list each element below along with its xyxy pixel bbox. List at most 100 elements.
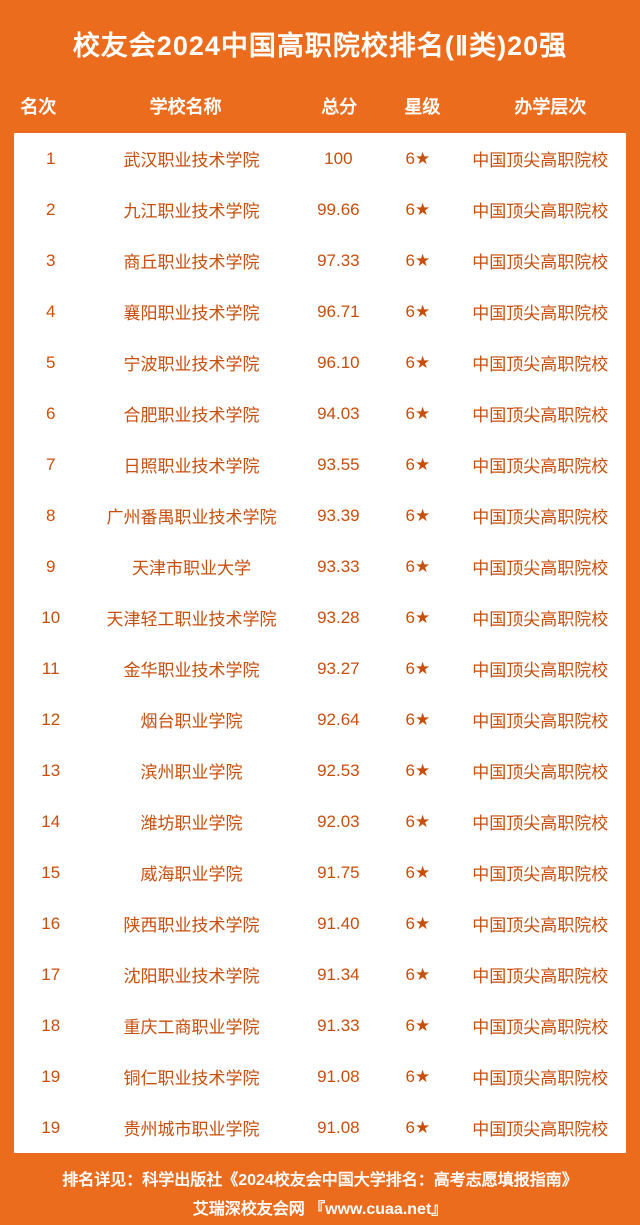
cell-level: 中国顶尖高职院校	[455, 962, 626, 987]
cell-star: 6★	[381, 914, 454, 934]
cell-level: 中国顶尖高职院校	[455, 605, 626, 630]
cell-rank: 8	[14, 506, 87, 526]
cell-name: 日照职业技术学院	[87, 452, 295, 477]
table-row: 10天津轻工职业技术学院93.286★中国顶尖高职院校	[14, 592, 626, 643]
cell-score: 91.40	[296, 914, 382, 934]
cell-star: 6★	[381, 353, 454, 373]
cell-rank: 19	[14, 1118, 87, 1138]
table-row: 13滨州职业学院92.536★中国顶尖高职院校	[14, 745, 626, 796]
table-row: 7日照职业技术学院93.556★中国顶尖高职院校	[14, 439, 626, 490]
cell-rank: 2	[14, 200, 87, 220]
cell-level: 中国顶尖高职院校	[455, 503, 626, 528]
table-row: 17沈阳职业技术学院91.346★中国顶尖高职院校	[14, 949, 626, 1000]
cell-rank: 13	[14, 761, 87, 781]
cell-rank: 11	[14, 659, 87, 679]
cell-score: 92.03	[296, 812, 382, 832]
cell-score: 99.66	[296, 200, 382, 220]
page-title: 校友会2024中国高职院校排名(Ⅱ类)20强	[0, 0, 640, 83]
cell-rank: 4	[14, 302, 87, 322]
table-body: 1武汉职业技术学院1006★中国顶尖高职院校2九江职业技术学院99.666★中国…	[14, 133, 626, 1153]
cell-rank: 5	[14, 353, 87, 373]
table-row: 11金华职业技术学院93.276★中国顶尖高职院校	[14, 643, 626, 694]
cell-level: 中国顶尖高职院校	[455, 860, 626, 885]
table-body-wrap: 1武汉职业技术学院1006★中国顶尖高职院校2九江职业技术学院99.666★中国…	[14, 133, 626, 1153]
cell-name: 合肥职业技术学院	[87, 401, 295, 426]
cell-score: 96.71	[296, 302, 382, 322]
cell-level: 中国顶尖高职院校	[455, 1064, 626, 1089]
cell-level: 中国顶尖高职院校	[455, 452, 626, 477]
footer-line1: 排名详见：科学出版社《2024校友会中国大学排名：高考志愿填报指南》	[10, 1167, 630, 1196]
cell-name: 贵州城市职业学院	[87, 1115, 295, 1140]
cell-level: 中国顶尖高职院校	[455, 911, 626, 936]
table-row: 9天津市职业大学93.336★中国顶尖高职院校	[14, 541, 626, 592]
col-header-score: 总分	[294, 93, 384, 119]
cell-name: 商丘职业技术学院	[87, 248, 295, 273]
cell-star: 6★	[381, 1016, 454, 1036]
cell-name: 重庆工商职业学院	[87, 1013, 295, 1038]
table-row: 15威海职业学院91.756★中国顶尖高职院校	[14, 847, 626, 898]
table-row: 18重庆工商职业学院91.336★中国顶尖高职院校	[14, 1000, 626, 1051]
table-row: 8广州番禺职业技术学院93.396★中国顶尖高职院校	[14, 490, 626, 541]
cell-name: 武汉职业技术学院	[87, 146, 295, 171]
cell-star: 6★	[381, 149, 454, 169]
cell-star: 6★	[381, 761, 454, 781]
table-row: 19铜仁职业技术学院91.086★中国顶尖高职院校	[14, 1051, 626, 1102]
cell-name: 潍坊职业学院	[87, 809, 295, 834]
cell-score: 92.64	[296, 710, 382, 730]
cell-level: 中国顶尖高职院校	[455, 299, 626, 324]
col-header-star: 星级	[384, 93, 461, 119]
cell-name: 铜仁职业技术学院	[87, 1064, 295, 1089]
table-header: 名次 学校名称 总分 星级 办学层次	[0, 83, 640, 133]
cell-star: 6★	[381, 1118, 454, 1138]
cell-rank: 16	[14, 914, 87, 934]
cell-score: 91.08	[296, 1067, 382, 1087]
cell-name: 宁波职业技术学院	[87, 350, 295, 375]
cell-level: 中国顶尖高职院校	[455, 1115, 626, 1140]
cell-level: 中国顶尖高职院校	[455, 401, 626, 426]
cell-score: 93.39	[296, 506, 382, 526]
cell-star: 6★	[381, 455, 454, 475]
col-header-rank: 名次	[0, 93, 77, 119]
cell-rank: 3	[14, 251, 87, 271]
cell-score: 94.03	[296, 404, 382, 424]
cell-star: 6★	[381, 506, 454, 526]
cell-name: 九江职业技术学院	[87, 197, 295, 222]
cell-star: 6★	[381, 557, 454, 577]
col-header-level: 办学层次	[461, 93, 640, 119]
cell-rank: 10	[14, 608, 87, 628]
cell-score: 93.28	[296, 608, 382, 628]
cell-score: 91.75	[296, 863, 382, 883]
cell-name: 陕西职业技术学院	[87, 911, 295, 936]
cell-level: 中国顶尖高职院校	[455, 146, 626, 171]
cell-name: 广州番禺职业技术学院	[87, 503, 295, 528]
cell-star: 6★	[381, 1067, 454, 1087]
cell-rank: 9	[14, 557, 87, 577]
footer-line2: 艾瑞深校友会网 『www.cuaa.net』	[10, 1196, 630, 1225]
cell-level: 中国顶尖高职院校	[455, 1013, 626, 1038]
cell-rank: 12	[14, 710, 87, 730]
table-row: 16陕西职业技术学院91.406★中国顶尖高职院校	[14, 898, 626, 949]
table-row: 4襄阳职业技术学院96.716★中国顶尖高职院校	[14, 286, 626, 337]
cell-level: 中国顶尖高职院校	[455, 707, 626, 732]
cell-level: 中国顶尖高职院校	[455, 809, 626, 834]
table-row: 3商丘职业技术学院97.336★中国顶尖高职院校	[14, 235, 626, 286]
cell-star: 6★	[381, 710, 454, 730]
cell-score: 93.27	[296, 659, 382, 679]
cell-level: 中国顶尖高职院校	[455, 554, 626, 579]
cell-score: 91.33	[296, 1016, 382, 1036]
cell-score: 91.34	[296, 965, 382, 985]
cell-score: 96.10	[296, 353, 382, 373]
cell-name: 沈阳职业技术学院	[87, 962, 295, 987]
cell-level: 中国顶尖高职院校	[455, 656, 626, 681]
cell-score: 100	[296, 149, 382, 169]
cell-star: 6★	[381, 863, 454, 883]
cell-rank: 1	[14, 149, 87, 169]
cell-score: 93.55	[296, 455, 382, 475]
cell-rank: 6	[14, 404, 87, 424]
cell-name: 天津市职业大学	[87, 554, 295, 579]
table-row: 5宁波职业技术学院96.106★中国顶尖高职院校	[14, 337, 626, 388]
cell-rank: 7	[14, 455, 87, 475]
cell-star: 6★	[381, 608, 454, 628]
col-header-name: 学校名称	[77, 93, 295, 119]
cell-star: 6★	[381, 812, 454, 832]
